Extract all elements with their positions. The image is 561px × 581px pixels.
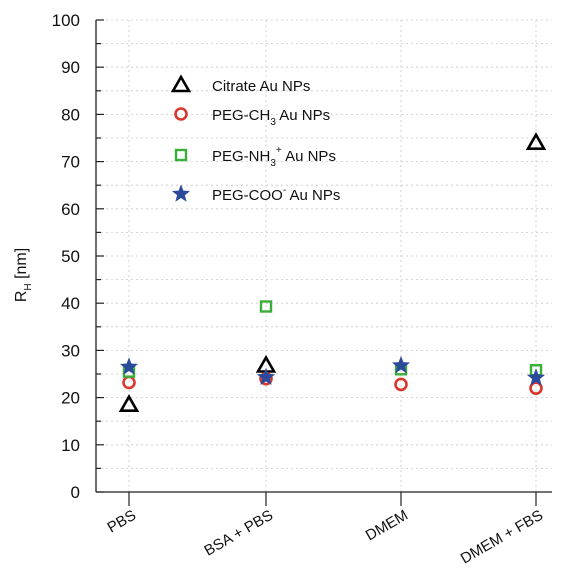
data-point-square: [259, 300, 273, 313]
x-axis-ticks: PBS BSA + PBS DMEM DMEM + FBS: [105, 492, 546, 568]
y-tick-label: 60: [61, 200, 80, 219]
y-axis-ticks: 0 10 20 30 40 50 60 70 80 90 100: [52, 11, 104, 502]
data-point-star: [256, 367, 276, 386]
data-point-circle: [394, 377, 408, 392]
legend-marker-star: [171, 184, 191, 202]
y-tick-label: 40: [61, 294, 80, 313]
data-point-star: [119, 357, 139, 375]
y-axis-label: RH [nm]: [13, 248, 34, 302]
data-point-triangle: [525, 132, 547, 151]
y-tick-label: 20: [61, 389, 80, 408]
x-category-label: DMEM + FBS: [458, 507, 546, 568]
legend-marker-circle: [174, 107, 188, 121]
axes: [95, 20, 552, 493]
y-tick-label: 0: [71, 483, 80, 502]
x-category-label: BSA + PBS: [201, 507, 276, 560]
legend-entry: Citrate Au NPs: [212, 78, 310, 95]
data-point-circle: [529, 381, 543, 395]
y-tick-label: 50: [61, 247, 80, 266]
x-category-label: DMEM: [363, 507, 411, 545]
legend-entry: PEG-NH3+ Au NPs: [212, 145, 336, 169]
y-tick-label: 80: [61, 105, 80, 124]
y-tick-label: 70: [61, 153, 80, 172]
data-point-triangle: [118, 394, 140, 412]
legend: Citrate Au NPs PEG-CH3 Au NPs PEG-NH3+ Au …: [170, 74, 340, 204]
legend-entry: PEG-CH3 Au NPs: [212, 107, 330, 128]
grid: [96, 19, 552, 492]
data-points: [118, 132, 547, 412]
data-point-star: [391, 355, 411, 374]
y-tick-label: 90: [61, 58, 80, 77]
data-point-star: [526, 368, 546, 386]
x-category-label: PBS: [105, 507, 139, 537]
y-tick-label: 10: [61, 436, 80, 455]
y-tick-label: 30: [61, 341, 80, 360]
legend-marker-triangle: [170, 74, 192, 93]
y-tick-label: 100: [52, 11, 80, 30]
legend-marker-square: [174, 148, 188, 162]
legend-entry: PEG-COO- Au NPs: [212, 185, 340, 204]
